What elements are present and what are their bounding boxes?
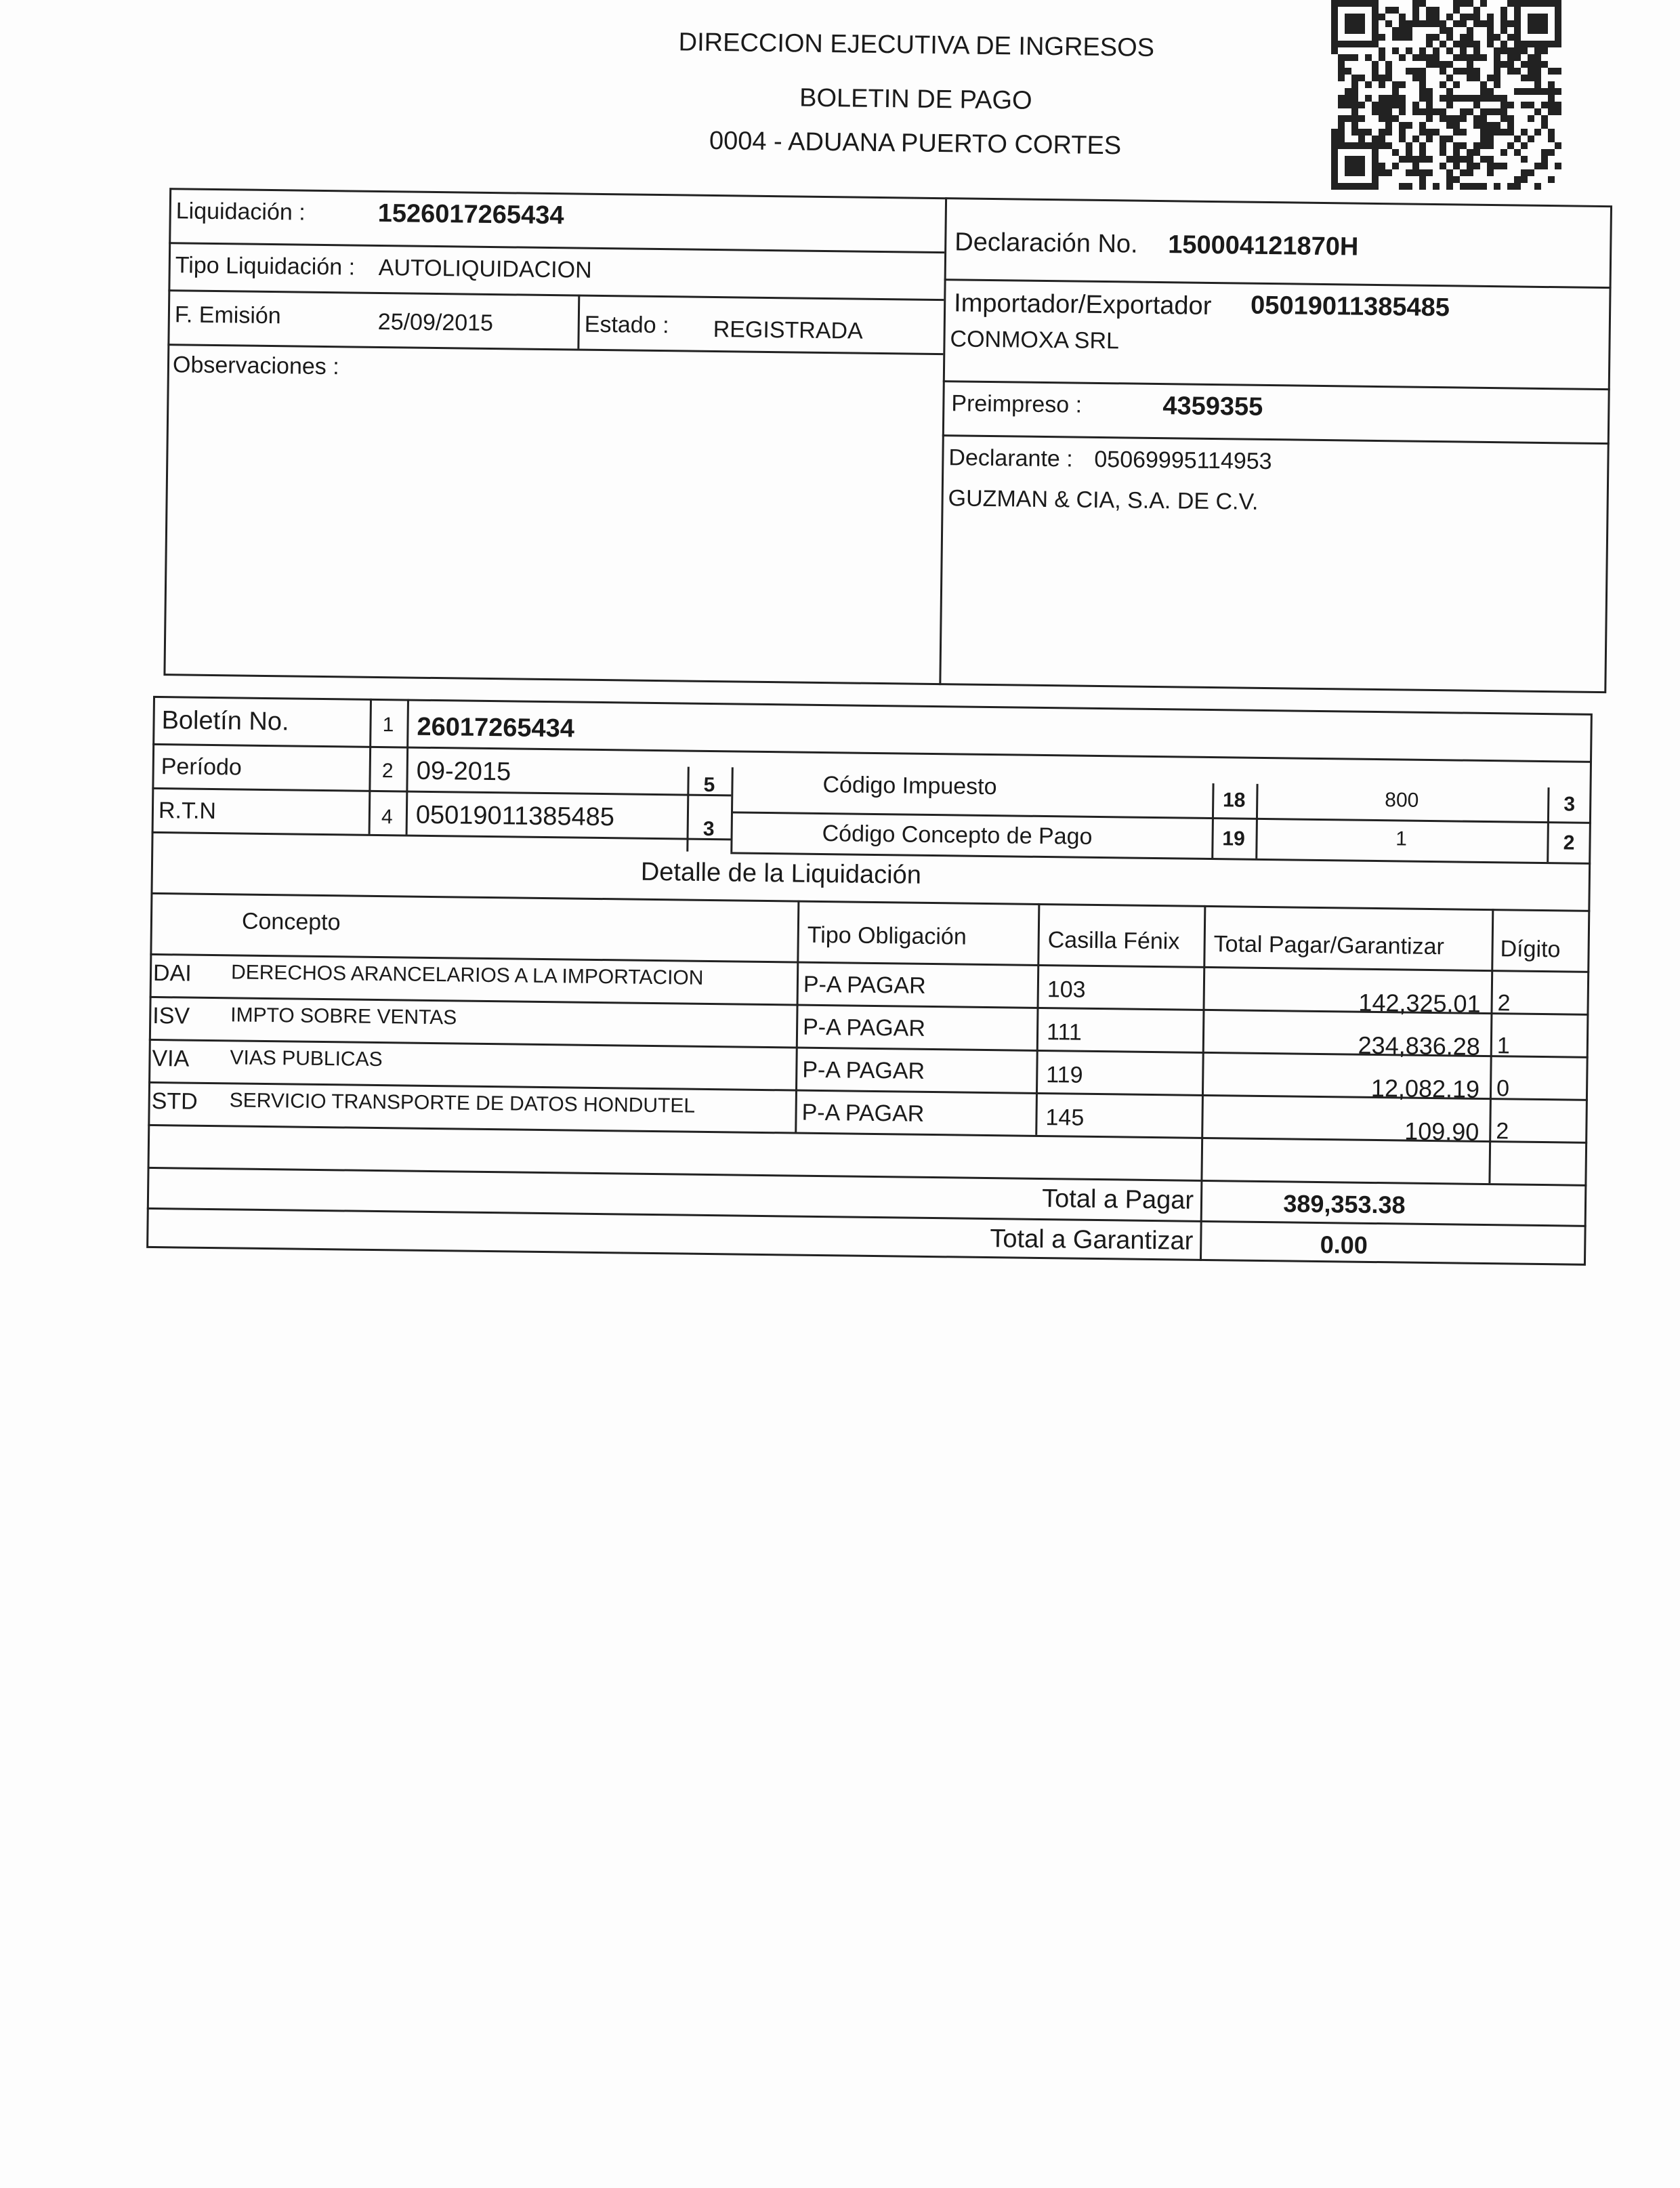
row-tipo-obligacion: P-A PAGAR (801, 1099, 925, 1127)
row-tipo-obligacion: P-A PAGAR (802, 1056, 925, 1084)
row-code: STD (151, 1088, 198, 1115)
rtn-label: R.T.N (158, 798, 217, 825)
total-pagar-label: Total a Pagar (1041, 1184, 1194, 1215)
periodo-value: 09-2015 (416, 756, 511, 787)
codigo-concepto-value: 1 (1395, 827, 1408, 850)
liquidacion-value: 1526017265434 (377, 199, 564, 230)
total-garantizar-value: 0.00 (1320, 1231, 1368, 1259)
row-digito: 2 (1496, 1118, 1509, 1144)
declaracion-value: 150004121870H (1168, 230, 1359, 262)
declarante-name: GUZMAN & CIA, S.A. DE C.V. (948, 485, 1259, 515)
row-casilla: 111 (1046, 1019, 1082, 1046)
row-casilla: 119 (1046, 1062, 1083, 1088)
header-concepto: Concepto (241, 908, 341, 936)
liquidacion-label: Liquidación : (175, 198, 306, 226)
header-digito: Dígito (1500, 936, 1561, 963)
tipo-label: Tipo Liquidación : (175, 252, 356, 281)
row-casilla: 145 (1045, 1105, 1085, 1131)
field-number-18: 18 (1222, 789, 1246, 812)
boletin-field-number: 1 (382, 714, 394, 737)
row-digito: 0 (1496, 1075, 1510, 1102)
preimpreso-label: Preimpreso : (951, 390, 1083, 418)
codigo-concepto-label: Código Concepto de Pago (822, 821, 1093, 850)
boletin-label: Boletín No. (161, 706, 289, 737)
field-number-3: 3 (702, 817, 715, 841)
estado-value: REGISTRADA (713, 316, 863, 344)
emision-value: 25/09/2015 (377, 308, 494, 337)
row-code: ISV (152, 1002, 190, 1029)
rtn-value: 05019011385485 (415, 800, 615, 832)
field-number-19: 19 (1222, 827, 1245, 850)
forms: Liquidación : 1526017265434 Tipo Liquida… (146, 188, 1613, 1266)
row-casilla: 103 (1047, 976, 1086, 1003)
importador-rtn: 05019011385485 (1250, 291, 1450, 323)
rtn-field-number: 4 (381, 806, 393, 829)
row-tipo-obligacion: P-A PAGAR (802, 1014, 926, 1041)
declarante-label: Declarante : (948, 445, 1073, 472)
importador-label: Importador/Exportador (953, 289, 1212, 321)
periodo-field-number: 2 (381, 760, 394, 783)
qr-code-icon (1331, 0, 1561, 190)
total-garantizar-label: Total a Garantizar (990, 1224, 1194, 1256)
header-tipo-obligacion: Tipo Obligación (807, 922, 967, 950)
preimpreso-value: 4359355 (1162, 392, 1263, 421)
codigo-concepto-digit: 2 (1563, 831, 1575, 854)
row-total: 12,082.19 (1370, 1073, 1480, 1103)
row-concepto: VIAS PUBLICAS (230, 1046, 383, 1071)
row-digito: 1 (1496, 1033, 1511, 1059)
declaracion-label: Declaración No. (954, 228, 1138, 259)
tipo-value: AUTOLIQUIDACION (378, 254, 592, 283)
observaciones-label: Observaciones : (172, 352, 339, 380)
total-pagar-value: 389,353.38 (1283, 1189, 1406, 1219)
emision-label: F. Emisión (174, 302, 281, 329)
periodo-label: Período (161, 754, 243, 781)
row-total: 234,836.28 (1358, 1031, 1481, 1060)
field-number-5: 5 (703, 773, 715, 797)
codigo-impuesto-value: 800 (1385, 789, 1419, 812)
row-tipo-obligacion: P-A PAGAR (803, 971, 926, 999)
row-concepto: IMPTO SOBRE VENTAS (230, 1004, 457, 1029)
header-casilla-fenix: Casilla Fénix (1047, 927, 1180, 955)
importador-name: CONMOXA SRL (950, 326, 1120, 354)
estado-label: Estado : (584, 311, 669, 339)
codigo-impuesto-digit: 3 (1563, 793, 1576, 816)
row-total: 109.90 (1404, 1117, 1479, 1146)
boletin-value: 26017265434 (417, 712, 575, 743)
declarante-rtn: 05069995114953 (1094, 446, 1272, 475)
row-digito: 2 (1497, 990, 1511, 1016)
row-total: 142,325.01 (1358, 988, 1481, 1018)
row-code: DAI (152, 959, 192, 987)
codigo-impuesto-label: Código Impuesto (822, 772, 997, 800)
row-code: VIA (152, 1045, 190, 1072)
header-total: Total Pagar/Garantizar (1213, 931, 1445, 960)
